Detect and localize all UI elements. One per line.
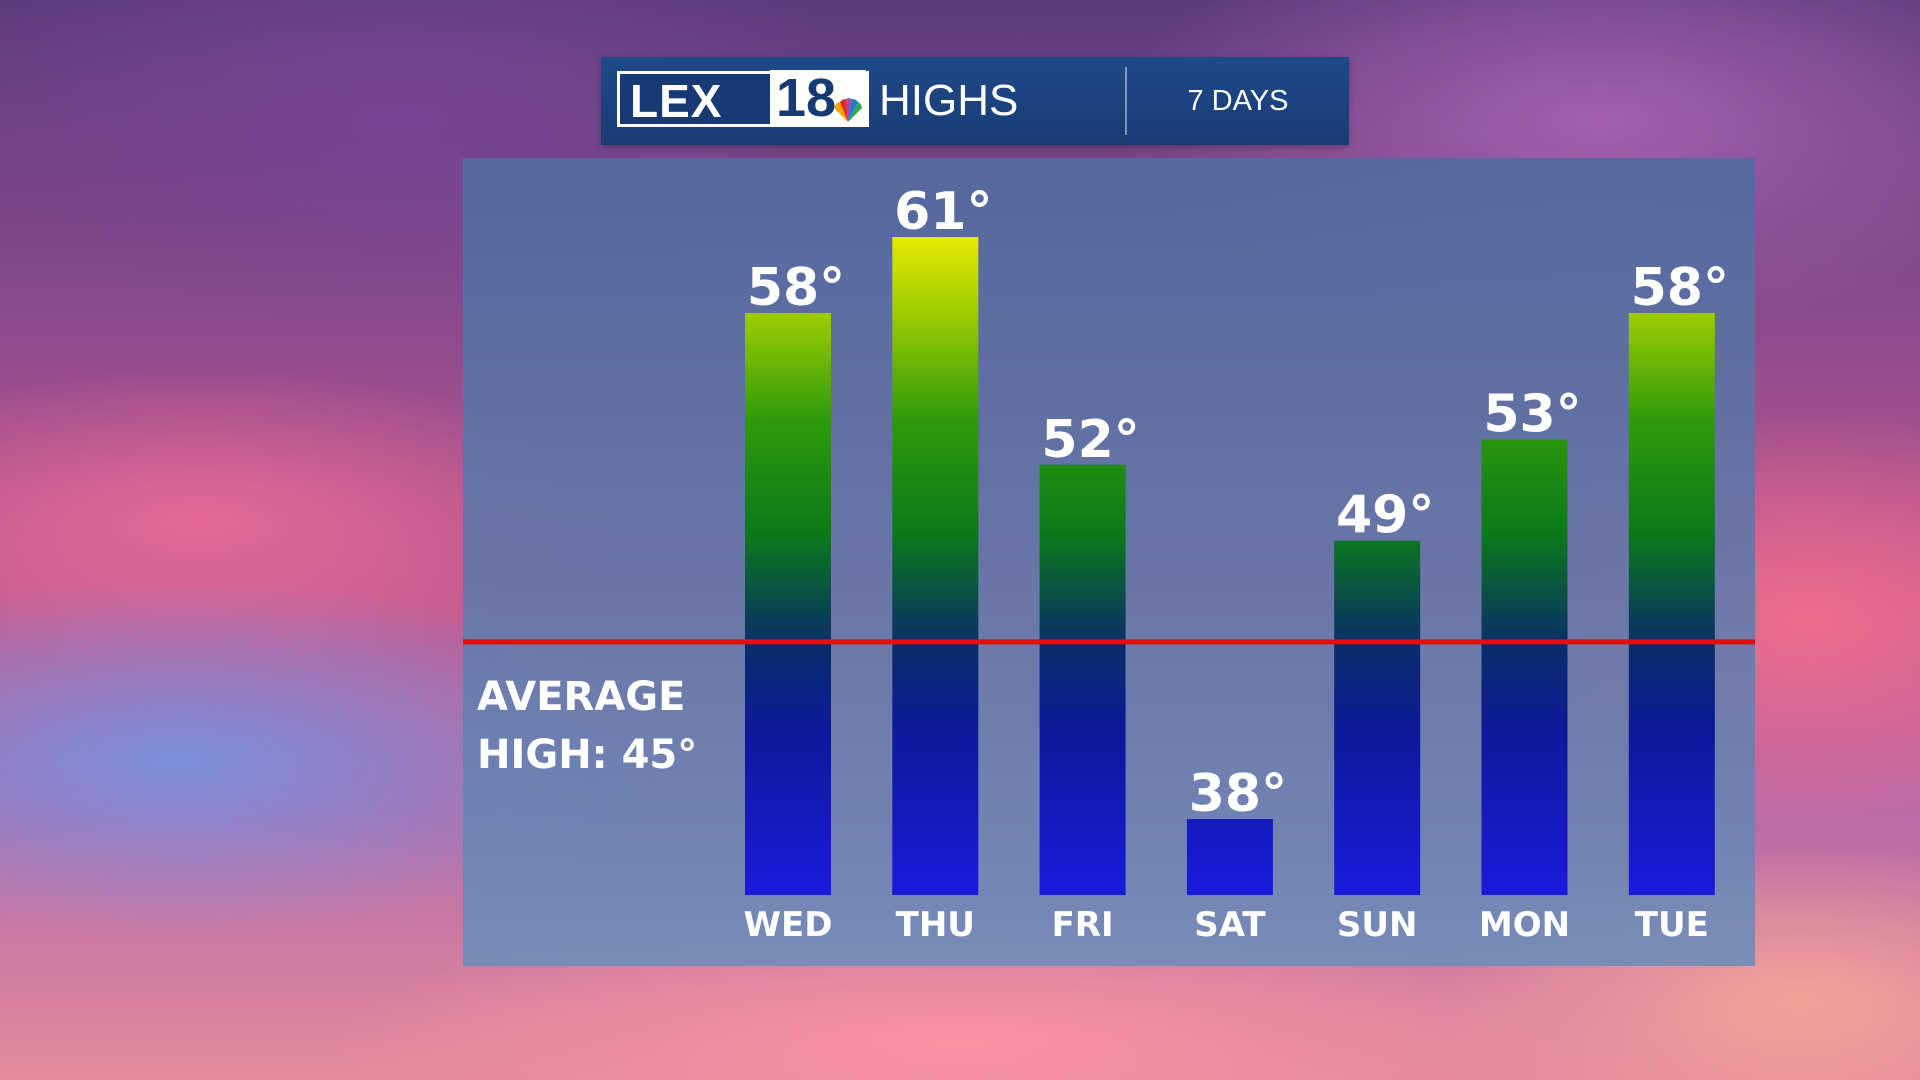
period-label: 7 DAYS <box>1187 85 1289 117</box>
day-label-sun: SUN <box>1337 905 1418 945</box>
average-label-line2: HIGH: 45° <box>477 732 698 778</box>
bar-fri <box>1039 464 1126 895</box>
value-label-wed: 58° <box>747 258 845 318</box>
value-label-thu: 61° <box>894 182 992 242</box>
bar-sun <box>1334 540 1421 895</box>
header-divider <box>1125 67 1127 135</box>
bar-tue <box>1628 312 1715 895</box>
chart-panel: 58° WED 61° THU 52° FRI 38° SAT 49° SUN 53° MON 58° T… <box>463 158 1755 966</box>
day-label-mon: MON <box>1479 905 1570 945</box>
chart-header: LEX 18 HIGHS 7 DAYS <box>601 57 1349 145</box>
header-title: HIGHS <box>879 76 1019 125</box>
value-label-mon: 53° <box>1483 384 1581 444</box>
lex18-logo: LEX 18 <box>617 70 869 127</box>
highs-bar-chart: 58° WED 61° THU 52° FRI 38° SAT 49° SUN 53° MON 58° T… <box>463 182 1755 945</box>
day-label-thu: THU <box>896 905 975 945</box>
bar-wed <box>745 312 831 895</box>
day-label-wed: WED <box>744 905 833 945</box>
day-label-sat: SAT <box>1194 905 1266 945</box>
logo-text: LEX <box>630 75 723 127</box>
value-label-tue: 58° <box>1631 258 1729 318</box>
day-label-tue: TUE <box>1635 905 1709 945</box>
bar-mon <box>1481 439 1568 895</box>
value-label-sat: 38° <box>1189 764 1287 824</box>
peacock-icon <box>834 98 862 122</box>
bar-sat <box>1186 819 1273 895</box>
bar-thu <box>892 237 979 895</box>
value-label-sun: 49° <box>1336 486 1434 546</box>
day-label-fri: FRI <box>1052 905 1114 945</box>
value-label-fri: 52° <box>1041 410 1139 470</box>
logo-number: 18 <box>770 70 866 126</box>
average-label-line1: AVERAGE <box>477 674 686 720</box>
average-high-label: AVERAGE HIGH: 45° <box>477 668 737 784</box>
